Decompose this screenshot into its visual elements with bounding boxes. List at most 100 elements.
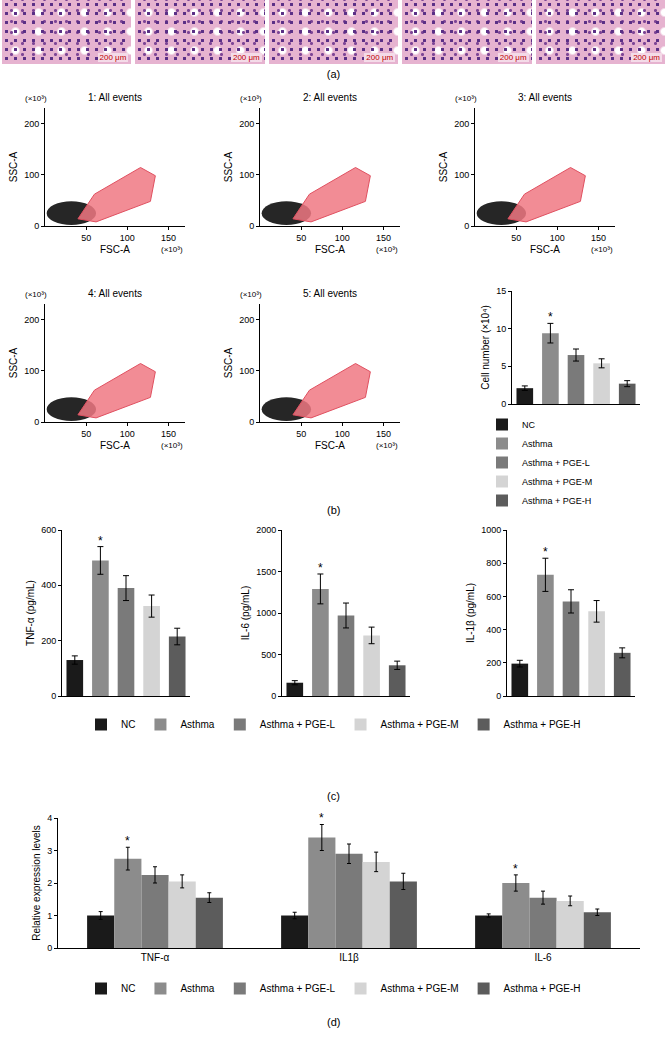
svg-text:Asthma + PGE-L: Asthma + PGE-L [522,458,590,468]
svg-text:FSC-A: FSC-A [530,244,560,255]
svg-text:FSC-A: FSC-A [315,440,345,451]
svg-text:(×10³): (×10³) [240,290,262,299]
svg-text:SSC-A: SSC-A [8,347,19,378]
svg-text:TNF-α: TNF-α [141,952,170,963]
svg-text:50: 50 [296,429,306,439]
svg-text:IL1β: IL1β [339,952,359,963]
svg-text:IL-1β (pg/mL): IL-1β (pg/mL) [465,583,476,643]
svg-text:600: 600 [486,592,501,602]
svg-text:15: 15 [496,286,506,296]
svg-text:600: 600 [41,525,56,535]
svg-text:400: 400 [41,580,56,590]
svg-text:IL-6 (pg/mL): IL-6 (pg/mL) [240,586,251,640]
svg-text:Asthma + PGE-M: Asthma + PGE-M [381,983,459,994]
svg-text:(×10³): (×10³) [161,441,183,450]
svg-text:Asthma: Asthma [180,983,214,994]
svg-text:Asthma + PGE-H: Asthma + PGE-H [522,496,591,506]
svg-text:0: 0 [249,417,254,427]
svg-text:(×10³): (×10³) [591,245,613,254]
svg-text:Asthma: Asthma [522,439,553,449]
svg-text:(b): (b) [327,504,340,516]
svg-text:100: 100 [239,170,254,180]
svg-text:500: 500 [261,650,276,660]
svg-text:SSC-A: SSC-A [8,151,19,182]
svg-text:(×10³): (×10³) [240,94,262,103]
svg-text:10: 10 [496,324,506,334]
svg-text:(×10³): (×10³) [376,441,398,450]
svg-text:(×10³): (×10³) [161,245,183,254]
svg-text:Asthma + PGE-M: Asthma + PGE-M [522,477,592,487]
svg-text:NC: NC [121,983,135,994]
svg-text:200: 200 [239,119,254,129]
svg-text:1000: 1000 [256,608,276,618]
svg-text:200: 200 [24,119,39,129]
svg-text:Asthma + PGE-H: Asthma + PGE-H [504,983,581,994]
svg-text:4: All events: 4: All events [88,288,142,299]
svg-text:150: 150 [161,429,176,439]
svg-text:3: All events: 3: All events [518,92,572,103]
svg-text:Cell number (×10⁴): Cell number (×10⁴) [480,305,491,390]
svg-text:150: 150 [591,233,606,243]
svg-text:(c): (c) [327,790,340,802]
svg-text:3: 3 [47,846,52,856]
svg-text:*: * [548,310,553,324]
svg-text:0: 0 [47,943,52,953]
svg-text:Asthma + PGE-L: Asthma + PGE-L [260,983,336,994]
svg-text:NC: NC [522,420,535,430]
svg-text:5: 5 [501,361,506,371]
svg-text:100: 100 [454,170,469,180]
svg-text:TNF-α (pg/mL): TNF-α (pg/mL) [25,580,36,646]
svg-text:(×10³): (×10³) [25,94,47,103]
svg-text:5: All events: 5: All events [303,288,357,299]
svg-text:100: 100 [239,366,254,376]
svg-text:100: 100 [335,233,350,243]
svg-text:0: 0 [34,221,39,231]
svg-text:150: 150 [161,233,176,243]
svg-text:0: 0 [501,399,506,409]
svg-text:0: 0 [249,221,254,231]
svg-text:200: 200 [239,315,254,325]
svg-text:FSC-A: FSC-A [315,244,345,255]
svg-text:800: 800 [486,558,501,568]
svg-text:50: 50 [296,233,306,243]
svg-text:(×10³): (×10³) [455,94,477,103]
svg-text:200: 200 [454,119,469,129]
svg-text:100: 100 [24,170,39,180]
svg-text:SSC-A: SSC-A [438,151,449,182]
svg-text:*: * [318,561,323,575]
svg-text:Relative expression levels: Relative expression levels [31,825,42,941]
svg-text:100: 100 [120,429,135,439]
svg-text:Asthma: Asthma [180,719,214,730]
svg-text:1000: 1000 [481,525,501,535]
svg-text:0: 0 [464,221,469,231]
svg-text:IL-6: IL-6 [534,952,552,963]
svg-text:*: * [513,862,518,876]
svg-text:100: 100 [550,233,565,243]
svg-text:SSC-A: SSC-A [223,151,234,182]
svg-text:100: 100 [335,429,350,439]
svg-text:200: 200 [24,315,39,325]
svg-text:*: * [125,834,130,848]
svg-text:2: All events: 2: All events [303,92,357,103]
svg-text:(d): (d) [327,1016,340,1028]
svg-text:FSC-A: FSC-A [100,244,130,255]
svg-text:SSC-A: SSC-A [223,347,234,378]
svg-text:1: All events: 1: All events [88,92,142,103]
svg-text:2000: 2000 [256,525,276,535]
svg-text:Asthma + PGE-M: Asthma + PGE-M [381,719,459,730]
svg-text:0: 0 [496,691,501,701]
svg-text:0: 0 [51,691,56,701]
svg-text:100: 100 [24,366,39,376]
svg-text:Asthma + PGE-L: Asthma + PGE-L [260,719,336,730]
svg-text:*: * [543,545,548,559]
svg-text:4: 4 [47,813,52,823]
svg-text:*: * [319,811,324,825]
svg-text:2: 2 [47,878,52,888]
svg-text:*: * [98,534,103,548]
svg-text:400: 400 [486,625,501,635]
svg-text:0: 0 [34,417,39,427]
svg-text:50: 50 [511,233,521,243]
svg-text:1: 1 [47,911,52,921]
svg-text:50: 50 [81,233,91,243]
svg-text:0: 0 [271,691,276,701]
